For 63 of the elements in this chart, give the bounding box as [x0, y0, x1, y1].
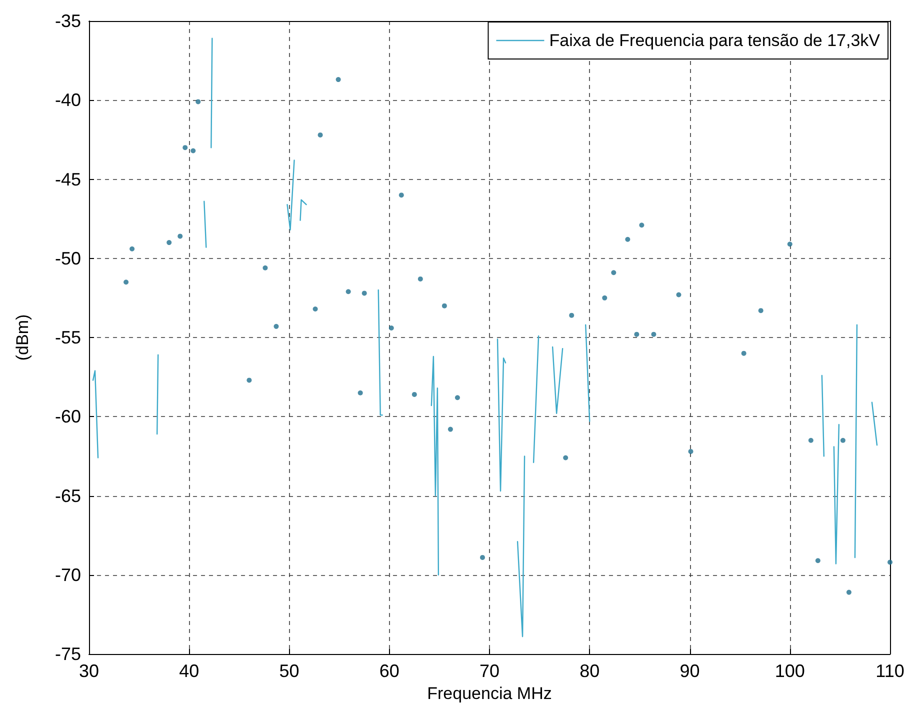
point — [358, 390, 363, 396]
point — [178, 234, 183, 239]
point — [840, 438, 846, 443]
point — [758, 308, 764, 314]
y-tick-label: -65 — [54, 486, 81, 506]
point — [741, 350, 746, 356]
y-tick-label: -60 — [54, 406, 81, 427]
y-tick-label: -40 — [54, 90, 81, 110]
point — [418, 276, 423, 282]
point — [182, 145, 188, 150]
point — [454, 395, 460, 400]
point — [130, 246, 135, 252]
point — [388, 326, 394, 331]
point — [688, 448, 694, 454]
point — [398, 192, 404, 198]
point — [602, 295, 608, 300]
y-tick-label: -55 — [54, 328, 81, 348]
y-tick-label: -35 — [54, 11, 81, 31]
point — [846, 590, 852, 595]
point — [815, 558, 820, 564]
point — [625, 236, 630, 242]
x-tick-label: 70 — [479, 661, 500, 681]
point — [569, 312, 574, 318]
x-tick-label: 40 — [179, 661, 200, 681]
x-tick-label: 50 — [279, 661, 300, 681]
point — [448, 426, 453, 432]
y-axis-title: (dBm) — [13, 314, 32, 361]
point — [336, 77, 341, 82]
legend-label: Faixa de Frequencia para tensão de 17,3kV — [549, 31, 881, 50]
point — [124, 280, 129, 285]
point — [563, 455, 568, 460]
point — [262, 265, 268, 270]
x-tick-label: 30 — [78, 661, 100, 681]
point — [166, 240, 172, 246]
y-tick-label: -45 — [54, 169, 81, 190]
point — [412, 392, 417, 397]
point — [190, 148, 196, 154]
point — [888, 560, 892, 565]
point — [639, 222, 644, 228]
x-tick-label: 80 — [580, 661, 600, 681]
point — [246, 378, 252, 383]
point — [318, 132, 323, 138]
point — [362, 290, 367, 296]
point — [651, 332, 656, 337]
point — [808, 438, 814, 443]
point — [634, 332, 640, 337]
point — [312, 306, 318, 312]
x-tick-label: 90 — [680, 661, 700, 681]
y-tick-label: -50 — [54, 248, 81, 268]
point — [676, 292, 682, 298]
x-tick-label: 60 — [379, 661, 400, 681]
x-axis-title: Frequencia MHz — [427, 684, 552, 703]
point — [611, 270, 616, 276]
point — [274, 324, 279, 329]
point — [196, 99, 201, 104]
y-tick-label: -75 — [54, 644, 81, 664]
point — [787, 242, 792, 247]
x-tick-label: 100 — [774, 661, 805, 681]
point — [442, 303, 447, 308]
y-tick-label: -70 — [54, 564, 81, 585]
point — [346, 289, 351, 294]
point — [480, 554, 485, 560]
x-tick-label: 110 — [876, 661, 904, 681]
